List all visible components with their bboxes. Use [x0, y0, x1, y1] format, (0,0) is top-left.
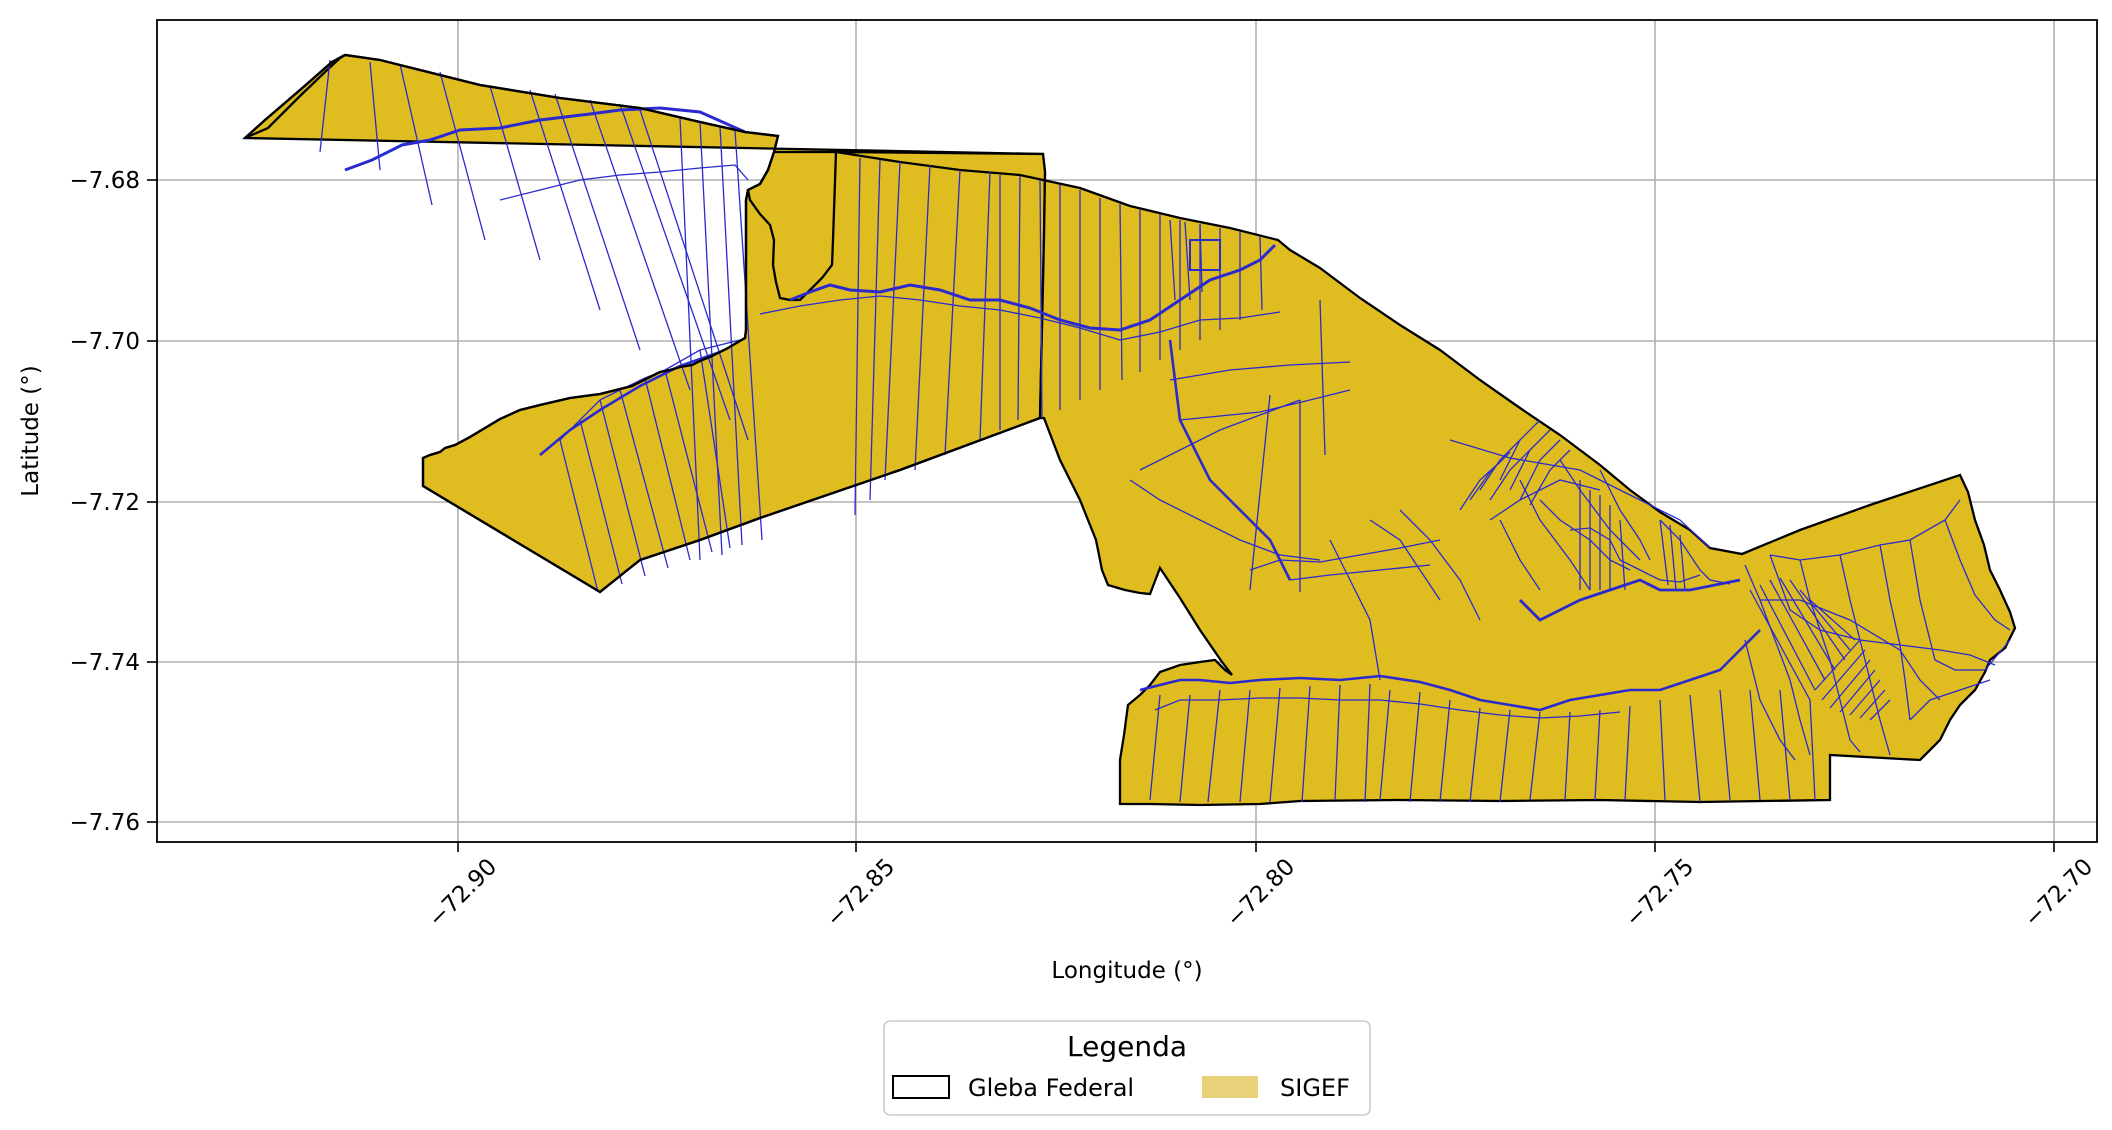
legend-label-sigef: SIGEF [1280, 1074, 1350, 1102]
legend-swatch-gleba [892, 1075, 950, 1099]
legend-title: Legenda [1067, 1030, 1187, 1063]
axis-ticks [147, 179, 2055, 852]
x-tick-label: −72.85 [822, 854, 901, 933]
x-axis-label: Longitude (°) [1051, 958, 1202, 984]
legend-label-gleba: Gleba Federal [968, 1074, 1134, 1102]
x-tick-label: −72.90 [424, 854, 503, 933]
y-tick-label: −7.76 [70, 810, 140, 836]
x-tick-label: −72.70 [2020, 854, 2099, 933]
x-tick-label: −72.80 [1222, 854, 1301, 933]
y-tick-label: −7.70 [70, 329, 140, 355]
y-tick-label: −7.74 [70, 650, 140, 676]
legend-swatch-sigef [1202, 1076, 1258, 1098]
x-tick-label: −72.75 [1621, 854, 1700, 933]
gleba-boundary-lines [244, 53, 1041, 594]
gleba-central-polygon [746, 150, 2017, 807]
y-tick-label: −7.68 [70, 168, 140, 194]
y-tick-label: −7.72 [70, 490, 140, 516]
y-axis-label: Latitude (°) [18, 365, 44, 496]
gleba-federal-area [242, 53, 2017, 807]
legend: Legenda Gleba Federal SIGEF [883, 1020, 1371, 1116]
sigef-parcel-lines [319, 59, 2011, 803]
plot-frame [156, 19, 2098, 843]
